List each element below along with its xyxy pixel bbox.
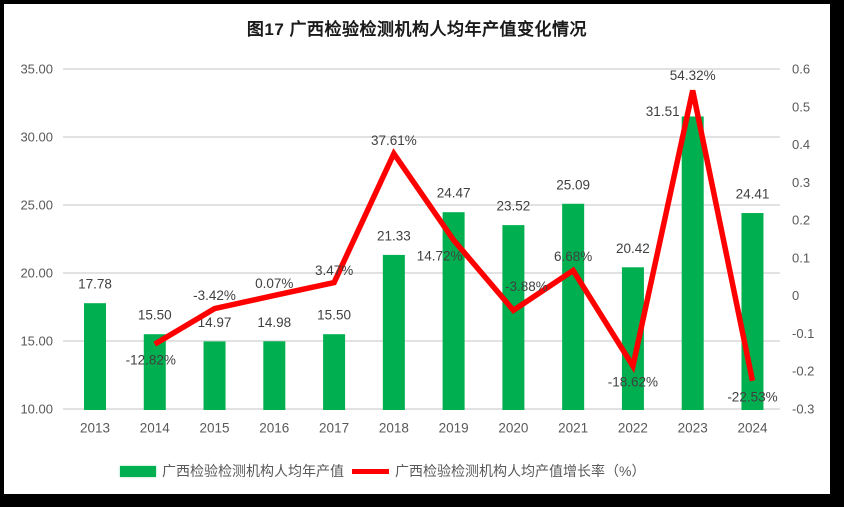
y-axis-tick-label-left: 15.00 — [20, 334, 53, 349]
line-value-label: 0.07% — [255, 276, 293, 291]
y-axis-tick-label-left: 35.00 — [20, 62, 53, 77]
x-axis-tick-label: 2020 — [498, 421, 528, 436]
bar-value-label: 31.51 — [646, 104, 680, 119]
y-axis-tick-label-right: 0.4 — [792, 137, 810, 152]
legend: 广西检验检测机构人均年产值 广西检验检测机构人均产值增长率（%） — [120, 461, 645, 481]
bar-value-label: 15.50 — [317, 308, 351, 323]
y-axis-tick-label-left: 30.00 — [20, 130, 53, 145]
x-axis-tick-label: 2015 — [200, 421, 230, 436]
bar — [621, 267, 644, 410]
bar — [681, 116, 704, 411]
x-axis-tick-label: 2016 — [259, 421, 289, 436]
x-axis-tick-label: 2013 — [80, 421, 110, 436]
bar-value-label: 17.78 — [78, 277, 112, 292]
y-axis-tick-label-right: 0.2 — [792, 213, 810, 228]
bar — [502, 225, 525, 410]
bar — [84, 303, 106, 410]
y-axis-tick-label-right: 0.5 — [792, 99, 810, 114]
x-axis-tick-label: 2021 — [558, 421, 588, 436]
bar-value-label: 20.42 — [616, 241, 650, 256]
x-axis-tick-label: 2022 — [618, 421, 648, 436]
y-axis-tick-label-right: -0.3 — [792, 402, 814, 417]
x-axis-tick-label: 2023 — [678, 421, 708, 436]
bar — [382, 254, 405, 410]
x-axis-tick-label: 2017 — [319, 421, 349, 436]
bar-value-label: 21.33 — [377, 228, 411, 243]
line-value-label: 3.47% — [315, 263, 353, 278]
bar — [263, 341, 286, 410]
line-value-label: -3.88% — [505, 279, 548, 294]
chart-title: 图17 广西检验检测机构人均年产值变化情况 — [246, 20, 588, 39]
bar-series-swatch-icon — [120, 465, 156, 477]
line-series-swatch-icon — [352, 468, 389, 474]
line-value-label: -3.42% — [193, 288, 236, 303]
x-axis-tick-label: 2024 — [737, 421, 768, 436]
y-axis-tick-label-left: 20.00 — [20, 266, 53, 281]
legend-label-line-series: 广西检验检测机构人均产值增长率（%） — [395, 463, 646, 479]
y-axis-tick-label-right: 0.1 — [792, 250, 810, 265]
bar — [323, 334, 346, 410]
line-value-label: -18.62% — [608, 375, 658, 390]
x-axis-tick-label: 2019 — [439, 421, 469, 436]
y-axis-tick-label-right: -0.2 — [792, 364, 814, 379]
line-value-label: 37.61% — [371, 133, 417, 148]
bar — [203, 341, 226, 410]
y-axis-tick-label-right: 0 — [792, 288, 799, 303]
chart-panel: 图17 广西检验检测机构人均年产值变化情况 35.00 30.00 25.00 20.… — [4, 4, 830, 494]
y-axis-tick-label-right: 0.6 — [792, 62, 810, 77]
bar-value-label: 24.47 — [437, 186, 471, 201]
line-value-label: 54.32% — [670, 68, 716, 83]
line-value-label: 6.68% — [554, 249, 592, 264]
line-value-label: -12.82% — [126, 353, 176, 368]
bar — [442, 212, 465, 410]
bar-value-label: 14.97 — [198, 315, 232, 330]
bar-value-label: 14.98 — [257, 315, 291, 330]
x-axis-tick-label: 2014 — [140, 421, 171, 436]
y-axis-tick-label-right: 0.3 — [792, 175, 810, 190]
bar-value-label: 23.52 — [496, 199, 530, 214]
growth-line — [153, 89, 756, 382]
bar — [562, 203, 585, 410]
x-axis-tick-label: 2018 — [379, 421, 409, 436]
line-value-label: -22.53% — [727, 389, 777, 404]
bar-value-label: 25.09 — [556, 177, 590, 192]
y-axis-tick-label-left: 10.00 — [20, 402, 53, 417]
bar-value-label: 15.50 — [138, 308, 172, 323]
y-axis-tick-label-left: 25.00 — [20, 198, 53, 213]
legend-label-bar-series: 广西检验检测机构人均年产值 — [162, 463, 344, 479]
bar-value-label: 24.41 — [736, 187, 770, 202]
y-axis-tick-label-right: -0.1 — [792, 326, 814, 341]
line-value-label: 14.72% — [417, 249, 463, 264]
plot-area: 35.00 30.00 25.00 20.00 15.00 10.00 0.6 0.5 0.4 0… — [20, 62, 814, 436]
bar — [143, 334, 166, 410]
